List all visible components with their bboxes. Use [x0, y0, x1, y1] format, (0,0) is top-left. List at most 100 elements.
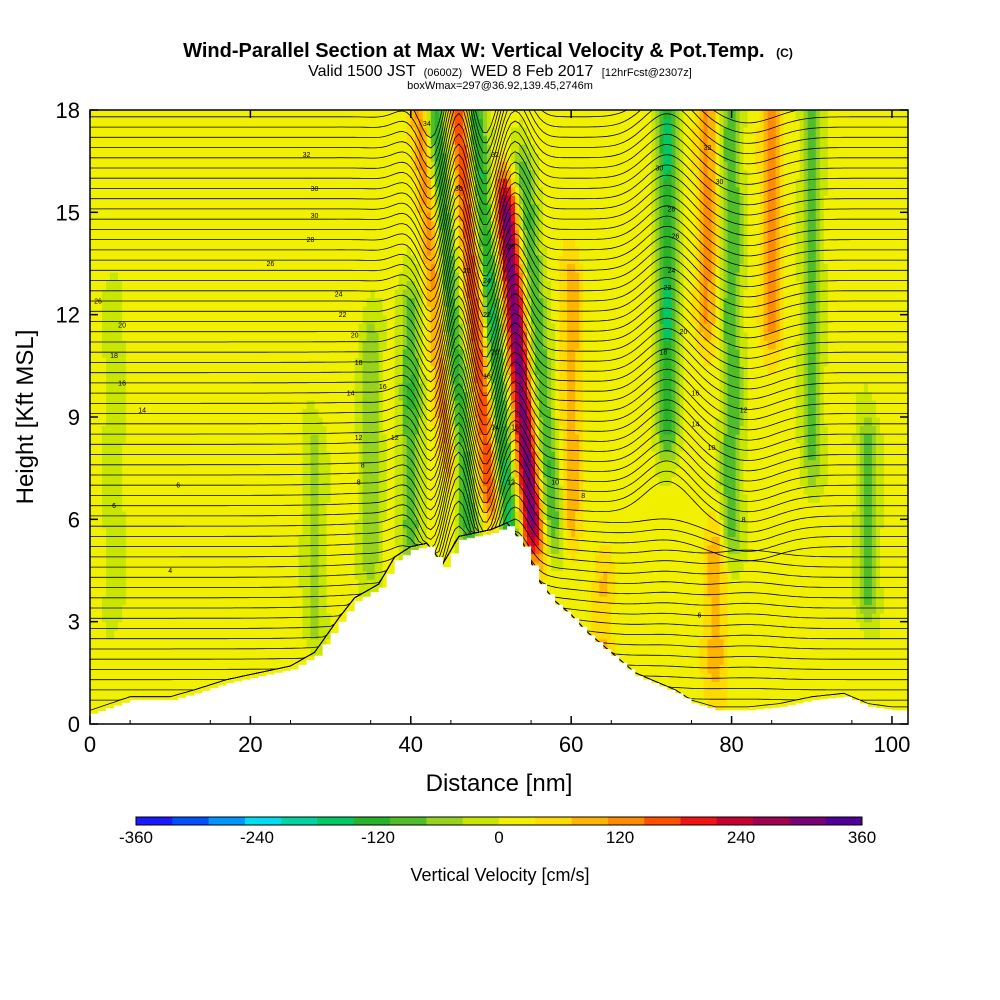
velocity-cell: [126, 408, 131, 418]
velocity-cell: [262, 655, 268, 665]
velocity-cell: [238, 297, 243, 307]
velocity-cell: [194, 485, 199, 495]
velocity-cell: [258, 434, 264, 444]
velocity-cell: [154, 374, 159, 384]
velocity-cell: [322, 434, 328, 444]
velocity-cell: [214, 306, 219, 316]
velocity-cell: [162, 246, 167, 256]
velocity-cell: [110, 689, 115, 700]
velocity-cell: [262, 186, 268, 196]
velocity-cell: [318, 220, 324, 230]
velocity-cell: [246, 587, 251, 597]
velocity-cell: [126, 647, 131, 657]
velocity-cell: [310, 527, 316, 537]
velocity-cell: [138, 374, 143, 384]
velocity-cell: [358, 229, 364, 239]
velocity-cell: [246, 544, 251, 555]
velocity-cell: [242, 544, 247, 555]
velocity-cell: [306, 417, 312, 427]
velocity-cell: [182, 638, 187, 648]
velocity-cell: [202, 604, 207, 614]
velocity-cell: [318, 536, 324, 546]
velocity-cell: [186, 186, 191, 196]
velocity-cell: [102, 527, 107, 537]
velocity-cell: [342, 297, 348, 307]
velocity-cell: [190, 195, 195, 205]
velocity-cell: [158, 118, 163, 128]
velocity-cell: [182, 681, 187, 691]
velocity-cell: [322, 152, 328, 162]
velocity-cell: [186, 655, 191, 665]
velocity-cell: [310, 374, 316, 384]
velocity-cell: [350, 135, 356, 145]
velocity-cell: [250, 647, 255, 657]
velocity-cell: [238, 127, 243, 137]
velocity-cell: [262, 596, 268, 606]
velocity-cell: [262, 442, 268, 452]
velocity-cell: [138, 280, 143, 290]
velocity-cell: [90, 561, 95, 572]
velocity-cell: [150, 689, 155, 700]
velocity-cell: [98, 459, 103, 469]
velocity-cell: [226, 442, 231, 452]
velocity-cell: [174, 280, 179, 290]
velocity-cell: [98, 357, 103, 367]
velocity-cell: [210, 144, 215, 154]
velocity-cell: [110, 647, 115, 657]
velocity-cell: [266, 254, 272, 265]
velocity-cell: [98, 664, 103, 674]
velocity-cell: [150, 630, 155, 640]
velocity-cell: [102, 263, 107, 273]
velocity-cell: [274, 118, 280, 128]
velocity-cell: [298, 630, 304, 640]
velocity-cell: [314, 596, 320, 606]
velocity-cell: [322, 169, 328, 179]
velocity-cell: [174, 289, 179, 299]
velocity-cell: [94, 178, 99, 188]
velocity-cell: [106, 331, 111, 341]
velocity-cell: [198, 672, 203, 682]
velocity-cell: [326, 229, 332, 239]
velocity-cell: [226, 476, 231, 486]
velocity-cell: [302, 323, 308, 333]
velocity-cell: [98, 604, 103, 614]
velocity-cell: [262, 399, 268, 410]
velocity-cell: [98, 161, 103, 171]
velocity-cell: [286, 118, 292, 128]
velocity-cell: [342, 553, 348, 563]
velocity-cell: [278, 417, 284, 427]
velocity-cell: [142, 195, 147, 205]
velocity-cell: [330, 587, 336, 597]
velocity-cell: [198, 579, 203, 589]
velocity-cell: [106, 280, 111, 290]
velocity-cell: [250, 587, 255, 597]
velocity-cell: [190, 382, 195, 393]
velocity-cell: [210, 647, 215, 657]
velocity-cell: [362, 434, 368, 444]
velocity-cell: [102, 135, 107, 145]
velocity-cell: [122, 289, 127, 299]
velocity-cell: [158, 553, 163, 563]
velocity-cell: [230, 161, 235, 171]
velocity-cell: [302, 638, 308, 648]
velocity-cell: [118, 220, 123, 230]
velocity-cell: [250, 553, 255, 563]
velocity-cell: [226, 237, 231, 248]
velocity-cell: [102, 459, 107, 469]
velocity-cell: [218, 638, 223, 648]
velocity-cell: [254, 408, 260, 418]
velocity-cell: [102, 544, 107, 555]
velocity-cell: [250, 306, 255, 316]
velocity-cell: [158, 297, 163, 307]
velocity-cell: [138, 254, 143, 265]
velocity-cell: [326, 468, 332, 478]
velocity-cell: [250, 485, 255, 495]
velocity-cell: [130, 570, 135, 580]
velocity-cell: [202, 493, 207, 503]
velocity-cell: [194, 510, 199, 520]
velocity-cell: [98, 621, 103, 631]
velocity-cell: [158, 672, 163, 682]
velocity-cell: [330, 144, 336, 154]
velocity-cell: [322, 127, 328, 137]
